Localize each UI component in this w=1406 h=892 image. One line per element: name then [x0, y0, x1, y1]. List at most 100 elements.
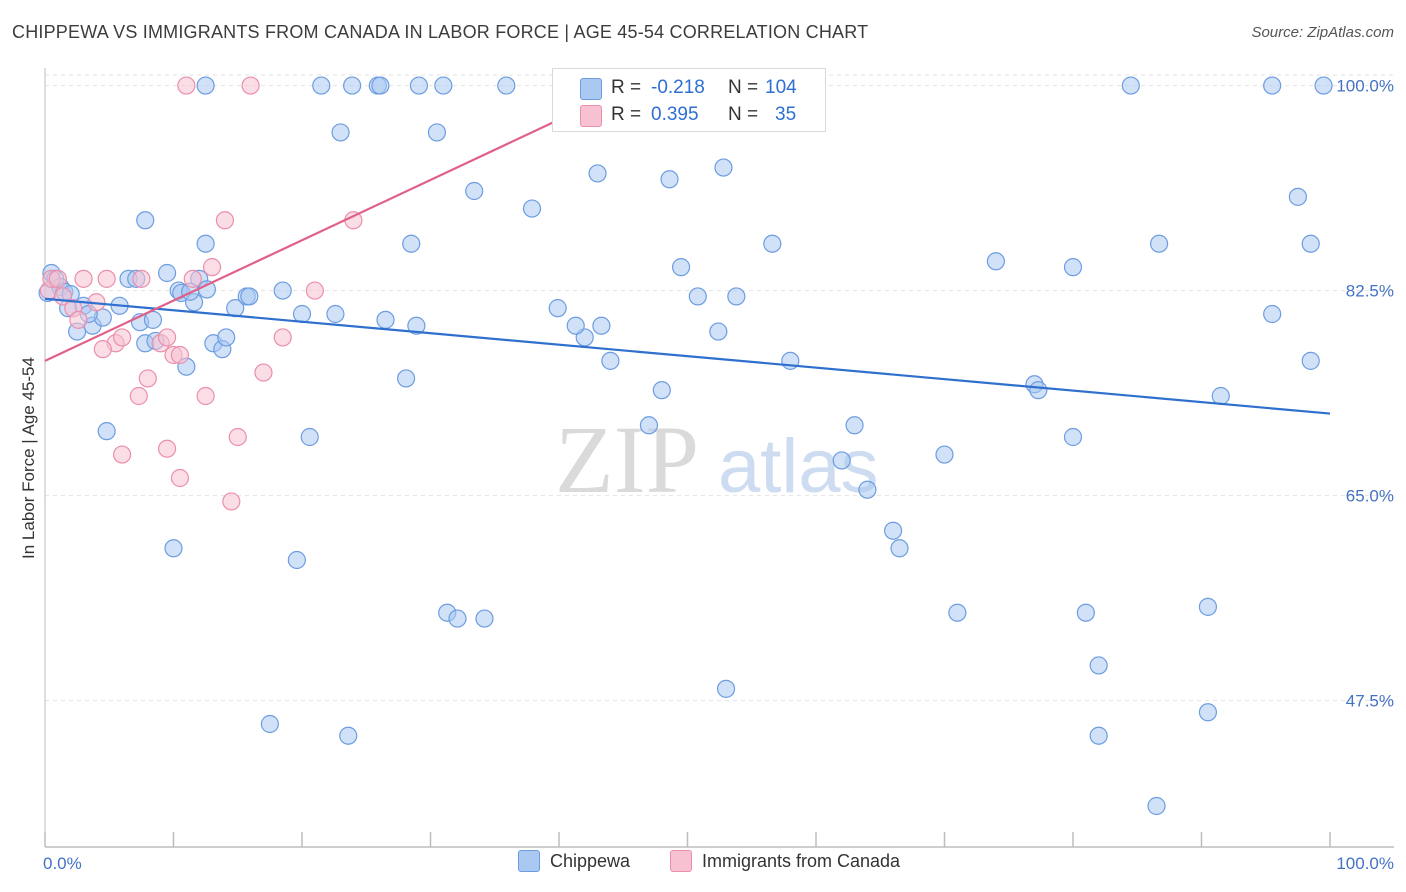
chippewa-point	[714, 158, 733, 177]
chippewa-point	[1089, 726, 1108, 745]
chippewa-point	[273, 281, 292, 300]
chippewa-point	[475, 609, 494, 628]
canada-point	[132, 269, 151, 288]
canada-point	[254, 363, 273, 382]
chippewa-point	[763, 234, 782, 253]
chippewa-point	[1198, 703, 1218, 722]
chippewa-point	[196, 234, 215, 253]
chippewa-point	[1198, 597, 1218, 616]
watermark-atlas: atlas	[718, 424, 879, 509]
chippewa-point	[448, 609, 467, 628]
chippewa-point	[326, 304, 345, 324]
canada-point	[183, 269, 202, 288]
canada-point	[170, 468, 190, 488]
y-tick-label: 82.5%	[1346, 282, 1394, 301]
chippewa-point	[240, 287, 259, 306]
canada-point	[97, 269, 116, 288]
chippewa-point	[136, 211, 155, 230]
chippewa-point	[1147, 796, 1166, 816]
r-value: -0.218	[651, 77, 705, 98]
chippewa-point	[396, 369, 416, 388]
chippewa-point	[1089, 656, 1108, 675]
canada-point	[112, 328, 132, 347]
chippewa-point	[592, 316, 611, 335]
canada-point	[202, 258, 222, 277]
chippewa-point	[407, 316, 426, 335]
trend-lines	[44, 115, 1331, 415]
chippewa-point	[164, 539, 183, 558]
chippewa-point	[1301, 234, 1320, 253]
x-tick-label-max: 100.0%	[1336, 854, 1394, 873]
canada-point	[157, 439, 177, 458]
chippewa-point	[465, 181, 484, 201]
n-value: 35	[775, 104, 797, 125]
x-tick-label-min: 0.0%	[43, 854, 82, 873]
r-value: 0.395	[651, 104, 699, 125]
legend: Chippewa Immigrants from Canada	[0, 850, 1406, 880]
chippewa-point	[1063, 258, 1083, 277]
n-label: N =	[728, 104, 759, 125]
chippewa-point	[522, 199, 542, 218]
chippewa-point	[197, 280, 217, 299]
legend-item-chippewa[interactable]: Chippewa	[518, 850, 630, 872]
canada-point	[215, 211, 234, 230]
r-label: R =	[611, 77, 642, 98]
watermark-zip: ZIP	[555, 406, 699, 513]
chippewa-point	[434, 76, 453, 95]
legend-item-canada[interactable]: Immigrants from Canada	[670, 850, 900, 872]
chippewa-point	[566, 316, 585, 335]
canada-point	[74, 269, 93, 288]
stats-box: R = -0.218 N = 104 R = 0.395 N = 35	[552, 68, 826, 132]
chippewa-point	[97, 422, 116, 441]
canada-point	[138, 369, 157, 388]
chippewa-point	[986, 252, 1006, 271]
chart-title: CHIPPEWA VS IMMIGRANTS FROM CANADA IN LA…	[12, 22, 869, 42]
chippewa-point	[671, 258, 691, 277]
canada-point	[157, 328, 177, 347]
y-tick-label: 47.5%	[1346, 692, 1394, 711]
chippewa-point	[409, 76, 429, 95]
canada-point	[69, 310, 88, 329]
chippewa-point	[1149, 234, 1169, 253]
chippewa-legend-swatch	[518, 850, 540, 872]
n-value: 104	[765, 77, 797, 98]
chippewa-point	[371, 76, 390, 95]
chippewa-point	[343, 76, 362, 95]
canada-point	[112, 445, 132, 464]
chippewa-point	[1263, 76, 1282, 95]
canada-point	[48, 269, 67, 288]
canada-trend-line	[44, 115, 568, 362]
chippewa-point	[260, 714, 279, 734]
legend-label-canada: Immigrants from Canada	[702, 850, 901, 871]
canada-swatch	[580, 105, 602, 127]
canada-point	[273, 328, 292, 347]
y-axis-title: In Labor Force | Age 45-54	[19, 357, 38, 559]
chippewa-point	[1288, 187, 1307, 206]
chippewa-swatch	[580, 78, 602, 100]
chippewa-point	[339, 726, 358, 745]
chippewa-point	[639, 416, 659, 435]
chippewa-point	[948, 603, 967, 622]
x-ticks	[44, 832, 1331, 847]
canada-point	[196, 386, 215, 406]
chippewa-point	[497, 76, 516, 95]
axes	[44, 68, 1394, 848]
chippewa-point	[1029, 381, 1048, 400]
chippewa-point	[196, 76, 215, 95]
chippewa-point	[402, 234, 421, 253]
canada-point	[177, 76, 196, 95]
chippewa-point	[890, 539, 909, 558]
chippewa-point	[1263, 304, 1282, 324]
n-label: N =	[728, 77, 759, 98]
chippewa-point	[292, 304, 312, 324]
chippewa-point	[1301, 351, 1320, 370]
chippewa-point	[588, 164, 607, 183]
legend-label-chippewa: Chippewa	[550, 850, 631, 871]
canada-points	[39, 76, 576, 511]
chippewa-point	[157, 263, 177, 283]
chippewa-point	[688, 287, 707, 306]
chippewa-point	[376, 310, 395, 329]
chippewa-point	[217, 328, 236, 347]
chippewa-point	[858, 480, 877, 499]
